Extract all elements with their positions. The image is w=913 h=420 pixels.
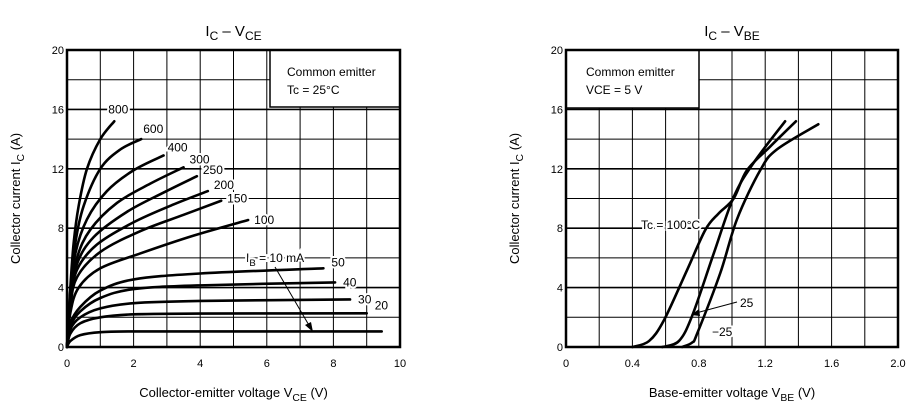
x-tick-label: 0 — [64, 358, 70, 370]
y-axis-label-part: C — [16, 153, 27, 161]
y-axis-label-part: (A) — [507, 133, 522, 154]
ib-annotation-text-part: = 10 mA — [256, 251, 304, 265]
plot-frame — [65, 48, 402, 349]
chart-title-part: – — [218, 23, 235, 40]
x-tick-label: 2.0 — [890, 358, 905, 370]
chart-title-part: CE — [245, 29, 262, 43]
x-tick-label: 1.6 — [824, 358, 839, 370]
x-tick-label: 2 — [131, 358, 137, 370]
y-tick-label: 12 — [52, 164, 64, 176]
legend-text: Tc = 25°C — [287, 83, 340, 97]
series-label: 300 — [190, 152, 210, 166]
y-tick-label: 16 — [52, 104, 64, 116]
series-label: −25 — [712, 325, 733, 339]
x-axis-label: Base-emitter voltage VBE (V) — [649, 385, 815, 404]
x-tick-label: 6 — [264, 358, 270, 370]
x-axis-label-part: (V) — [307, 385, 328, 400]
y-tick-label: 16 — [551, 104, 563, 116]
series-label: 800 — [108, 102, 128, 116]
y-axis-label-part: C — [515, 153, 526, 161]
series-label: 50 — [331, 255, 345, 269]
x-axis-label: Collector-emitter voltage VCE (V) — [139, 385, 328, 404]
chart-title: IC – VCE — [205, 23, 261, 43]
legend-text: Common emitter — [586, 65, 675, 79]
series-label: 150 — [227, 192, 247, 206]
series-label: 200 — [214, 178, 234, 192]
chart-title: IC – VBE — [704, 23, 760, 43]
series-label: 250 — [203, 163, 223, 177]
series-curve-40 — [65, 281, 337, 349]
chart-title-part: – — [717, 23, 734, 40]
x-tick-label: 8 — [330, 358, 336, 370]
x-tick-label: 0.4 — [625, 358, 640, 370]
y-tick-label: 0 — [557, 342, 563, 354]
x-axis-label-part: Base-emitter voltage V — [649, 385, 781, 400]
chart-title-part: I — [704, 23, 708, 40]
ib-annotation-text-part: I — [246, 251, 249, 265]
y-tick-label: 20 — [551, 45, 563, 57]
y-tick-label: 4 — [58, 283, 64, 295]
series-curve-100 — [65, 218, 250, 349]
ib-annotation-text: IB = 10 mA — [246, 251, 304, 269]
series-label: 100 — [254, 213, 274, 227]
x-axis-label-part: Collector-emitter voltage V — [139, 385, 292, 400]
chart-title-part: V — [235, 23, 245, 40]
chart-title-part: I — [205, 23, 209, 40]
chart-title-part: C — [210, 29, 219, 43]
series-label: 25 — [740, 296, 754, 310]
y-tick-label: 4 — [557, 283, 563, 295]
x-axis-label-part: BE — [780, 393, 794, 404]
y-axis-label: Collector current IC (A) — [8, 133, 27, 264]
y-tick-label: 20 — [52, 45, 64, 57]
series-label: 600 — [143, 122, 163, 136]
x-axis-label-part: CE — [292, 393, 307, 404]
y-tick-label: 0 — [58, 342, 64, 354]
y-axis-label: Collector current IC (A) — [507, 133, 526, 264]
ib-annotation: IB = 10 mA — [244, 249, 313, 332]
series-curve-−25 — [680, 122, 820, 349]
series-label: Tc = 100°C — [641, 218, 700, 232]
y-axis-label-part: Collector current I — [8, 161, 23, 264]
series-label: 30 — [358, 292, 372, 306]
legend-box — [565, 49, 700, 109]
ib-annotation-text-part: B — [249, 258, 255, 269]
chart-title-part: V — [734, 23, 744, 40]
plot-frame — [564, 48, 900, 349]
x-axis-label-part: (V) — [794, 385, 815, 400]
y-tick-label: 8 — [58, 223, 64, 235]
series-curve-10 — [65, 330, 383, 349]
ic-vbe-chart: Common emitter VCE = 5 V 0 0.4 0.8 1.2 1.6 2.0 0… — [507, 23, 906, 404]
y-tick-label: 12 — [551, 164, 563, 176]
chart-title-part: BE — [744, 29, 760, 43]
arrow-head-icon — [305, 322, 313, 332]
series-label: 20 — [375, 298, 389, 312]
chart-title-part: C — [708, 29, 717, 43]
series-curve-20 — [65, 311, 368, 349]
x-tick-label: 0.8 — [691, 358, 706, 370]
x-tick-label: 1.2 — [758, 358, 773, 370]
series-curve-30 — [65, 298, 352, 349]
x-tick-label: 10 — [394, 358, 406, 370]
annotation-arrow-line — [695, 301, 738, 314]
legend-text: Common emitter — [287, 65, 376, 79]
series-label: 400 — [168, 140, 188, 154]
y-axis-label-part: (A) — [8, 133, 23, 154]
arrow-head-icon — [691, 309, 700, 316]
x-tick-label: 4 — [197, 358, 203, 370]
y-tick-label: 8 — [557, 223, 563, 235]
annotation-arrow-line — [274, 266, 311, 328]
series-curve-25 — [660, 119, 787, 349]
legend-text: VCE = 5 V — [586, 83, 642, 97]
y-axis-label-part: Collector current I — [507, 161, 522, 264]
series-label: 40 — [343, 275, 357, 289]
x-tick-label: 0 — [563, 358, 569, 370]
